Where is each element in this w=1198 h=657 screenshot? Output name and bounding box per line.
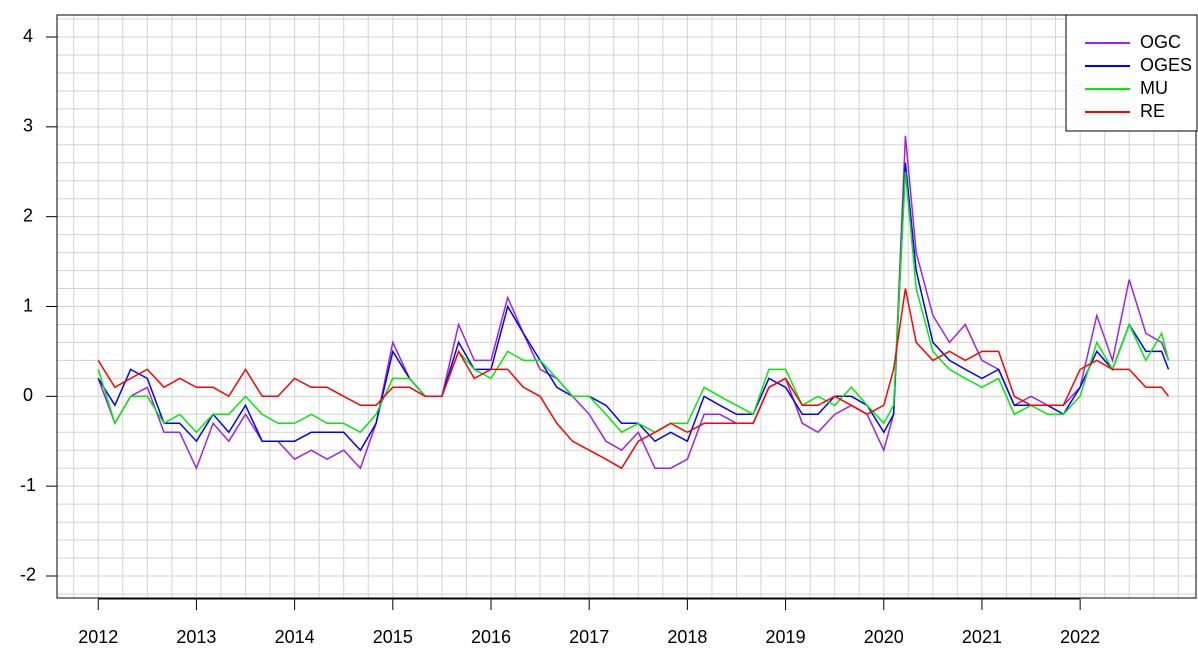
legend-label: OGES	[1140, 55, 1192, 75]
x-tick-label: 2018	[667, 627, 707, 647]
data-line	[97, 288, 1170, 470]
y-tick-label: 1	[23, 295, 33, 315]
y-tick-label: -1	[20, 475, 36, 495]
data-line	[97, 135, 1170, 471]
y-tick-label: 0	[23, 385, 33, 405]
legend-label: MU	[1140, 78, 1168, 98]
data-line	[97, 162, 1170, 452]
x-tick-label: 2020	[864, 627, 904, 647]
data-line	[97, 171, 1170, 434]
legend-label: RE	[1140, 101, 1165, 121]
x-tick-label: 2016	[471, 627, 511, 647]
legend-label: OGC	[1140, 32, 1181, 52]
y-tick-label: 3	[23, 116, 33, 136]
y-tick-label: 2	[23, 205, 33, 225]
x-tick-label: 2012	[78, 627, 118, 647]
x-tick-label: 2014	[275, 627, 315, 647]
x-tick-label: 2013	[176, 627, 216, 647]
x-tick-label: 2015	[373, 627, 413, 647]
y-tick-label: -2	[20, 565, 36, 585]
x-tick-label: 2022	[1060, 627, 1100, 647]
x-tick-label: 2017	[569, 627, 609, 647]
x-tick-label: 2021	[962, 627, 1002, 647]
y-tick-label: 4	[23, 26, 33, 46]
x-tick-label: 2019	[766, 627, 806, 647]
